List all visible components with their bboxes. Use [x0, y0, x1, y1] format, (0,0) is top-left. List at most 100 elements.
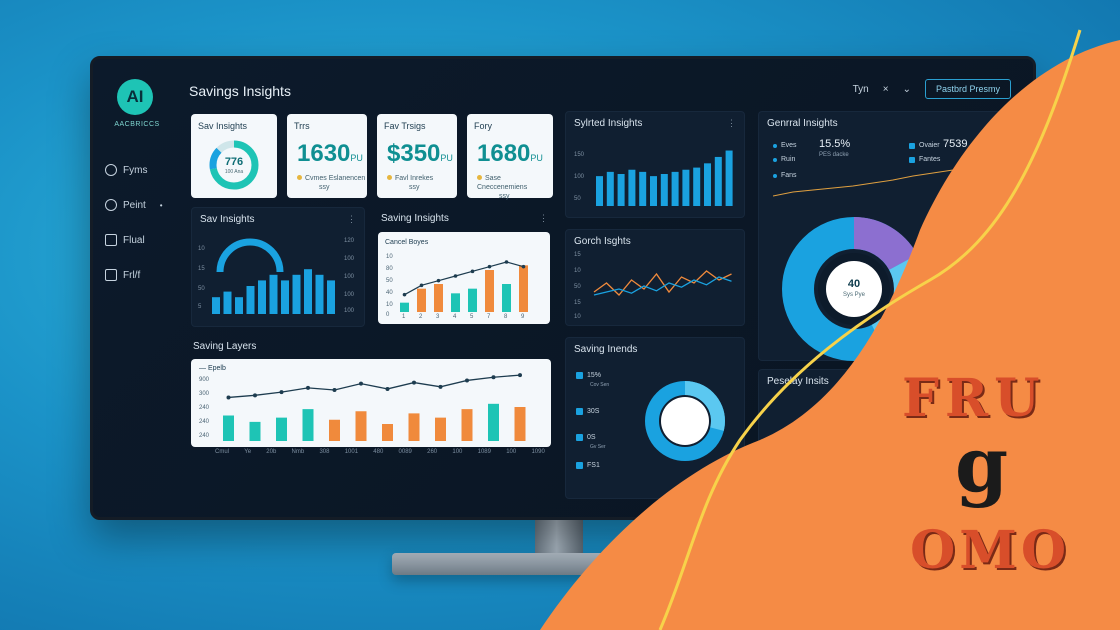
tick-label: 10 [574, 314, 581, 320]
more-icon[interactable]: ⋮ [539, 213, 548, 223]
kpi-unit: PU [530, 153, 543, 163]
panel-saving-layers[interactable]: — Epelb 900 300 240 240 240 [191, 359, 551, 447]
tick-label: 0 [386, 312, 390, 318]
legend-label: Eves [781, 142, 797, 149]
tick-label: 100 [574, 174, 585, 180]
bar [451, 293, 460, 312]
bar [235, 297, 243, 314]
panel-saving-trends[interactable]: Saving Inends 15% Cov Sen 30S 0S Gv Ser … [565, 337, 745, 499]
series-line [228, 374, 521, 399]
x-tick-label: Cmul [215, 449, 230, 455]
tick-label: 150 [574, 152, 585, 158]
kpi-foot-1: Sase Cneccenemiens [477, 175, 528, 191]
kpi-card-sav[interactable]: Sav Insights 776 100 Ana [191, 114, 277, 198]
x-tick-label: 100 [452, 449, 463, 455]
sidebar: AI AACBRICCS Fyms Peint • Flual Frl/f [93, 59, 181, 517]
saving-insights-chart [400, 260, 528, 312]
bar [434, 284, 443, 312]
bar [606, 171, 614, 206]
series-line [593, 270, 732, 296]
kpi-value: 1680PU [477, 140, 543, 168]
more-icon[interactable]: ⋮ [727, 118, 736, 128]
x-tick-label: 100 [506, 449, 517, 455]
legend-item-right: Fantes [909, 156, 940, 163]
panel-sav-insights[interactable]: Sav Insights ⋮ 10 15 50 5 120 100 100 10… [191, 207, 365, 327]
bar [292, 274, 301, 314]
bar [302, 409, 314, 441]
more-icon[interactable]: ⋮ [347, 214, 356, 224]
status-dot [297, 175, 302, 180]
kpi-title: Sav Insights [198, 121, 248, 131]
tick-label: 10 [386, 302, 393, 308]
tick-label: 100 [344, 256, 355, 262]
saving-layers-chart [223, 373, 526, 441]
top-action-button[interactable]: Pastbrd Presmy [924, 79, 1011, 99]
x-tick-label: Nmb [291, 449, 305, 455]
sidebar-item-label: Peint [123, 199, 146, 211]
bar [417, 288, 426, 312]
top-label[interactable]: Tyn [852, 83, 869, 95]
point [402, 292, 407, 297]
kpi-foot-2: ssy [499, 193, 510, 200]
kpi-foot-2: ssy [409, 184, 420, 191]
x-tick-label: 1001 [344, 449, 359, 455]
panel-gorch-insights[interactable]: Gorch Isghts 15 10 50 15 10 [565, 229, 745, 326]
bar [246, 286, 255, 314]
x-tick-label: 20b [266, 449, 277, 455]
point [453, 274, 458, 278]
kpi-card-fory[interactable]: Fory 1680PU Sase Cneccenemiens ssy [467, 114, 553, 200]
trend-value: 0S [587, 434, 596, 441]
point [226, 395, 231, 400]
tick-label: 100 [344, 274, 355, 280]
close-icon[interactable]: × [882, 83, 889, 95]
donut-center-sub: Sys Pye [842, 292, 865, 298]
sidebar-item-fyms[interactable]: Fyms [105, 164, 147, 176]
legend-square [909, 142, 915, 149]
x-tick-label: 8 [504, 314, 508, 320]
trend-sub: Cov Sen [590, 382, 610, 388]
bar [514, 407, 526, 441]
panel-title: Sylrted Insights [574, 118, 643, 129]
kpi-ring-sub: 100 Ana [224, 169, 244, 175]
tick-label: 50 [574, 284, 581, 290]
panel-saving-insights[interactable]: Cancel Boyes 10 80 50 40 10 0 1 2 3 4 5 7 8 9 [378, 232, 550, 324]
kpi-card-trrs[interactable]: Trrs 1630PU Cvmes Eslanencen ssy [287, 114, 367, 198]
panel-sylrted-insights[interactable]: Sylrted Insights ⋮ 150 100 50 [565, 111, 745, 218]
point [487, 264, 492, 269]
tick-label: 50 [574, 196, 581, 202]
panel-title: Saving Layers [193, 341, 257, 352]
tick-label: 15 [198, 266, 205, 272]
kpi-unit: PU [350, 153, 363, 163]
panel-subtitle: Cancel Boyes [385, 239, 429, 246]
kpi-number: 350 [400, 140, 441, 167]
legend-label: Fantes [919, 156, 941, 163]
tick-label: 240 [199, 405, 210, 411]
kpi-foot: Favl Inrekes ssy [387, 174, 433, 192]
kpi-card-fav[interactable]: Fav Trsigs $350PU Favl Inrekes ssy [377, 114, 457, 198]
top-action-label: Pastbrd Presmy [935, 84, 1000, 94]
gorch-insights-chart [593, 270, 732, 296]
sidebar-item-frlf[interactable]: Frl/f [105, 269, 140, 281]
kpi-foot-1: Cvmes Eslanencen [305, 175, 366, 182]
x-tick-label: 9 [521, 314, 525, 320]
bar [435, 417, 446, 441]
bar [704, 163, 711, 206]
trend-row: 0S [576, 434, 596, 441]
sidebar-item-peint[interactable]: Peint • [105, 199, 163, 211]
bar [329, 419, 340, 441]
kpi-number: 1680 [477, 140, 531, 167]
bar [502, 284, 511, 312]
chevron-down-icon[interactable]: ⌄ [902, 83, 911, 95]
legend-label: Ovaier [919, 142, 940, 149]
logo-initials: AI [126, 87, 144, 106]
bar [650, 176, 657, 206]
kpi-prefix: $ [387, 140, 401, 167]
tick-label: 15 [574, 252, 581, 258]
trend-square [576, 408, 583, 415]
point [521, 264, 526, 269]
page-title: Savings Insights [189, 83, 291, 99]
sidebar-item-flual[interactable]: Flual [105, 234, 145, 246]
sylrted-insights-chart [596, 150, 733, 206]
tick-label: 10 [574, 268, 581, 274]
bar [725, 150, 733, 206]
